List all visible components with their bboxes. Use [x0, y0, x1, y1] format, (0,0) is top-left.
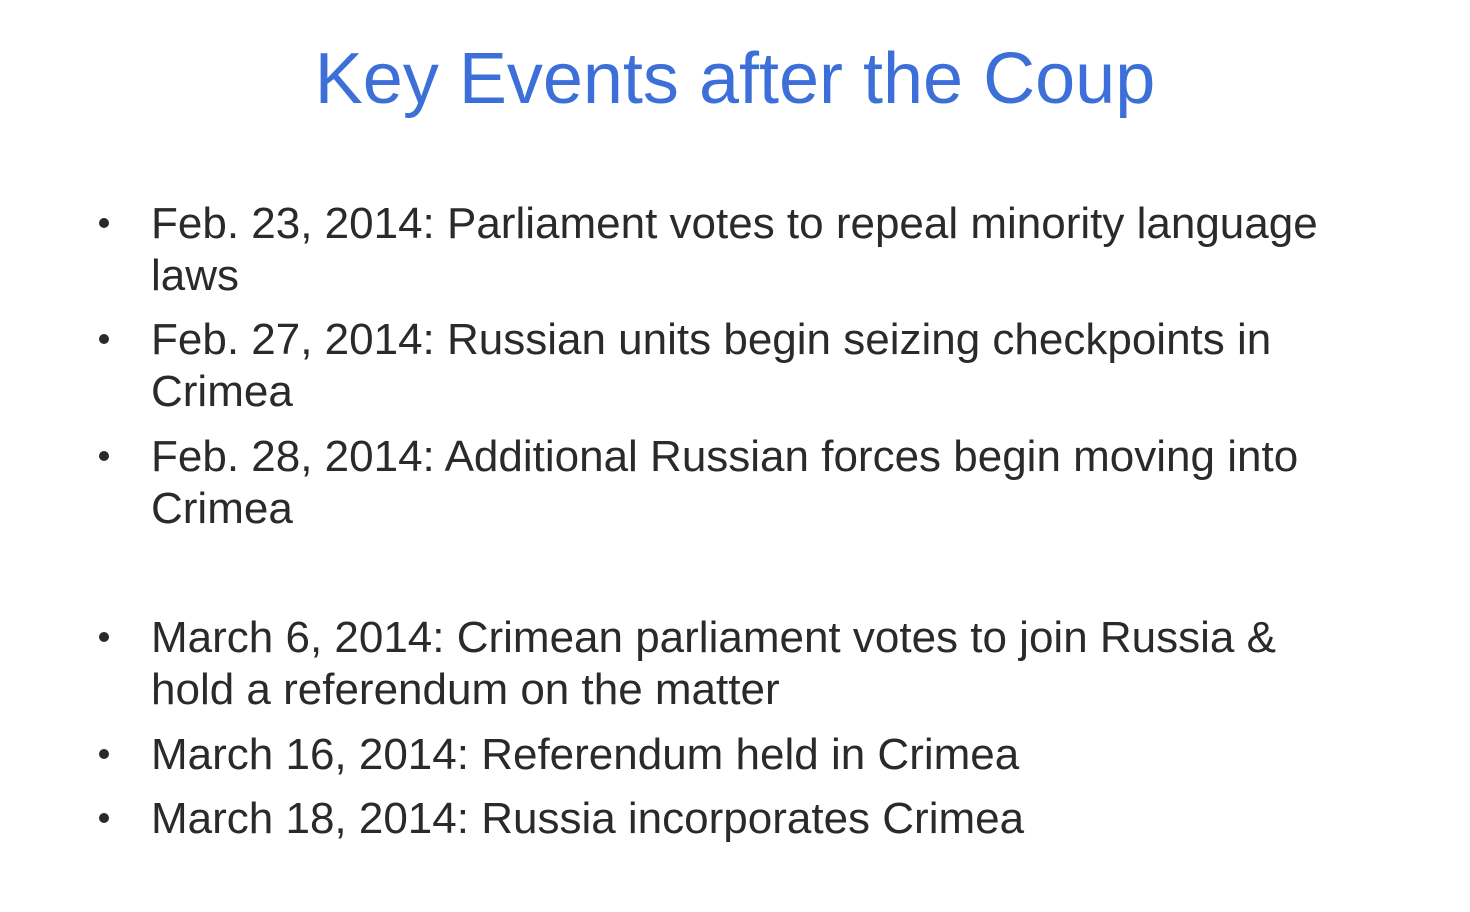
bullet-dot-icon — [99, 632, 109, 642]
bullet-text: Feb. 27, 2014: Russian units begin seizi… — [151, 315, 1272, 416]
bullet-dot-icon — [99, 451, 109, 461]
bullet-text: March 18, 2014: Russia incorporates Crim… — [151, 794, 1025, 843]
bullet-text: Feb. 28, 2014: Additional Russian forces… — [151, 432, 1299, 533]
bullet-text: March 6, 2014: Crimean parliament votes … — [151, 613, 1276, 714]
bullet-dot-icon — [99, 218, 109, 228]
bullet-text: Feb. 23, 2014: Parliament votes to repea… — [151, 199, 1318, 300]
bullet-dot-icon — [99, 334, 109, 344]
bullet-dot-icon — [99, 813, 109, 823]
bullet-dot-icon — [99, 749, 109, 759]
slide-title: Key Events after the Coup — [314, 39, 1156, 119]
bullet-text: March 16, 2014: Referendum held in Crime… — [151, 730, 1020, 779]
